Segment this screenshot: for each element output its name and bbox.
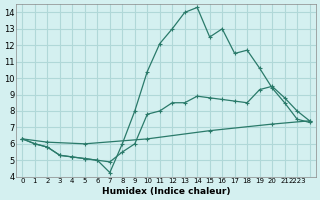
X-axis label: Humidex (Indice chaleur): Humidex (Indice chaleur) bbox=[102, 187, 230, 196]
